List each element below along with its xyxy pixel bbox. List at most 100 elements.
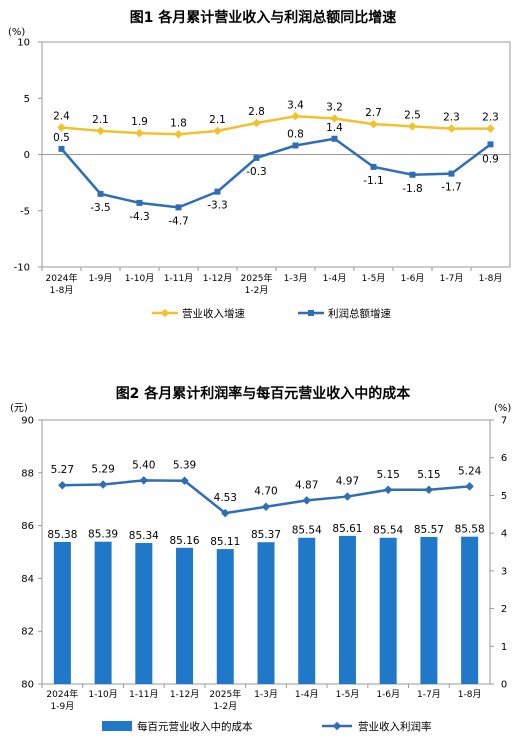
chart-1-y-tick-label: 0 [24,150,30,161]
chart-2-y-tick-label-right: 1 [501,642,507,653]
chart-1-revenue-data-label: 2.1 [209,114,226,126]
chart-2-y-tick-label-right: 3 [501,566,507,577]
chart-1-series-line-1 [61,115,491,136]
chart-1-profit-point [253,154,260,161]
chart-2-cost-bar [94,541,112,684]
chart-2-cost-bar [379,537,397,684]
chart-2-margin-point [343,492,352,501]
chart-1-profit-data-label: -3.3 [207,200,228,212]
chart-2-cost-bar [135,543,153,684]
chart-1-revenue-point [96,126,105,136]
chart-2-cost-bar [216,549,234,684]
chart-1-legend-profit-label: 利润总额增速 [328,307,391,320]
chart-2-y-tick-label-right: 6 [501,453,507,464]
chart-2-legend-cost-label: 每百元营业收入中的成本 [137,720,253,733]
chart-2-margin-data-label: 4.70 [254,486,277,498]
chart-1-revenue-point [174,130,183,139]
chart-1-revenue-data-label: 1.8 [170,117,187,129]
chart-1-x-tick-label: 1-12月 [203,273,232,284]
chart-1-revenue-point [213,126,222,136]
chart-1-revenue-point [369,119,378,129]
chart-2-y-unit-left: (元) [10,403,28,414]
chart-2-margin-data-label: 5.39 [173,460,196,472]
chart-2-cost-bar [176,547,194,684]
chart-2-x-tick-label: 1-12月 [170,689,199,700]
chart-2-cost-data-label: 85.39 [88,529,118,541]
chart-2-cost-data-label: 85.57 [414,524,444,536]
chart-2-cost-data-label: 85.38 [47,529,77,541]
chart-2-margin-data-label: 5.27 [51,464,74,476]
chart-2-cost-bar [257,542,275,684]
chart-1-profit-point [214,188,221,195]
chart-1-x-tick-label: 1-8月 [479,273,503,284]
chart-2-x-tick-label: 2024年 1-9月 [46,688,78,712]
chart-1-legend-profit-marker [308,310,314,316]
chart-2-x-tick-label: 1-3月 [254,689,278,700]
chart-1-legend-revenue-marker [160,308,170,318]
chart-1-revenue-point [408,122,417,131]
chart-2-margin-data-label: 5.15 [376,469,399,481]
chart-1-revenue-point [252,118,261,128]
chart-2-cost-bar [298,537,316,684]
chart-1-growth-rates: 图1 各月累计营业收入与利润总额同比增速 (%) -10 -5 0 5 10 2024年 1-8… [8,9,511,320]
chart-1-profit-data-label: -0.3 [246,166,267,178]
chart-2-x-tick-label: 1-5月 [336,689,360,700]
chart-1-profit-point [292,142,299,149]
chart-2-y-unit-right: (%) [494,403,511,414]
chart-1-profit-data-label: 0.8 [287,129,304,141]
chart-2-y-tick-label-right: 2 [501,604,507,615]
chart-1-profit-data-label: -4.3 [129,211,150,223]
chart-1-legend-revenue-label: 营业收入增速 [182,307,245,320]
chart-1-x-tick-label: 1-5月 [362,273,386,284]
chart-2-cost-data-label: 85.54 [373,525,403,537]
chart-1-profit-data-label: 1.4 [326,122,343,134]
chart-2-y-tick-label-left: 86 [21,521,34,532]
chart-2-margin-point [180,476,189,485]
chart-2-y-tick-label-right: 7 [501,416,507,427]
chart-1-profit-point [409,171,416,178]
chart-1-revenue-data-label: 2.7 [365,107,382,119]
chart-2-margin-data-label: 5.29 [91,463,114,475]
chart-1-y-tick-label: -10 [14,263,30,274]
chart-2-margin-point [98,480,108,489]
chart-2-y-tick-label-right: 0 [501,680,507,691]
chart-1-x-tick-label: 1-7月 [440,273,464,284]
chart-1-revenue-point [330,114,339,123]
chart-1-x-tick-label: 1-3月 [284,273,308,284]
chart-1-revenue-data-label: 3.2 [326,102,343,114]
chart-2-x-tick-label: 1-6月 [376,689,400,700]
chart-2-y-tick-label-left: 88 [21,468,34,479]
chart-1-profit-point [331,135,338,142]
chart-1-profit-data-label: -1.7 [441,182,462,194]
chart-2-margin-data-label: 5.40 [132,459,155,471]
chart-2-profit-margin-cost: 图2 各月累计利润率与每百元营业收入中的成本 (元) (%) 80 82 84 86 88 90… [10,385,511,733]
chart-1-profit-data-label: 0.9 [482,153,499,165]
chart-2-x-tick-label: 1-11月 [129,689,158,700]
chart-1-revenue-point [447,124,456,133]
chart-2-margin-point [424,485,434,495]
chart-2-x-tick-label: 2025年 1-2月 [209,688,241,712]
chart-1-profit-point [136,199,143,206]
chart-2-margin-point [58,481,67,490]
chart-2-margin-point [465,482,474,491]
chart-1-profit-point [448,170,455,177]
chart-2-title: 图2 各月累计利润率与每百元营业收入中的成本 [116,385,412,402]
chart-2-margin-data-label: 5.15 [417,469,440,481]
chart-2-y-tick-label-right: 5 [501,491,507,502]
chart-1-profit-point [487,141,494,148]
chart-1-revenue-point [57,123,66,132]
chart-1-revenue-data-label: 2.1 [92,114,109,126]
chart-1-x-tick-label: 2024年 1-8月 [46,272,78,296]
chart-1-profit-point [97,190,104,197]
chart-2-cost-data-label: 85.11 [210,536,240,548]
chart-1-revenue-point [135,128,144,138]
chart-1-revenue-data-label: 2.5 [404,109,421,121]
chart-2-cost-data-label: 85.37 [251,529,281,541]
chart-2-x-tick-label: 1-4月 [295,689,319,700]
chart-1-y-tick-label: 10 [17,38,30,49]
chart-2-x-tick-label: 1-8月 [458,689,482,700]
chart-2-legend-margin-label: 营业收入利润率 [358,720,432,733]
chart-1-x-tick-label: 2025年 1-2月 [241,272,273,296]
chart-2-cost-data-label: 85.16 [170,535,200,547]
